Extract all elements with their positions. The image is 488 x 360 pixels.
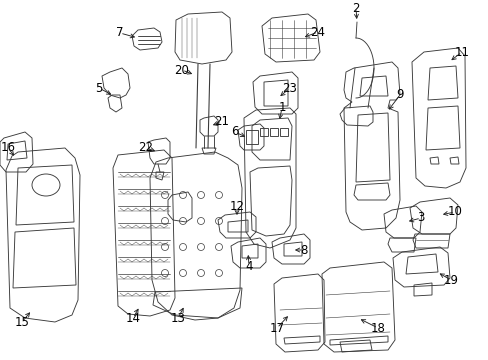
Text: 15: 15 bbox=[15, 315, 29, 328]
Text: 24: 24 bbox=[310, 26, 325, 39]
Text: 21: 21 bbox=[214, 116, 229, 129]
Text: 16: 16 bbox=[0, 141, 16, 154]
Text: 13: 13 bbox=[170, 311, 185, 324]
Text: 20: 20 bbox=[174, 63, 189, 77]
Text: 14: 14 bbox=[125, 311, 140, 324]
Text: 8: 8 bbox=[300, 243, 307, 256]
Text: 12: 12 bbox=[229, 201, 244, 213]
Text: 17: 17 bbox=[269, 321, 284, 334]
Text: 18: 18 bbox=[370, 321, 385, 334]
Text: 3: 3 bbox=[416, 211, 424, 225]
Text: 6: 6 bbox=[231, 126, 238, 139]
Text: 5: 5 bbox=[95, 81, 102, 94]
Text: 11: 11 bbox=[453, 45, 468, 58]
Text: 4: 4 bbox=[245, 260, 252, 273]
Text: 10: 10 bbox=[447, 206, 462, 219]
Text: 19: 19 bbox=[443, 274, 458, 287]
Text: 1: 1 bbox=[278, 102, 285, 114]
Text: 23: 23 bbox=[282, 81, 297, 94]
Text: 22: 22 bbox=[138, 141, 153, 154]
Text: 7: 7 bbox=[116, 27, 123, 40]
Text: 2: 2 bbox=[351, 1, 359, 14]
Text: 9: 9 bbox=[395, 89, 403, 102]
